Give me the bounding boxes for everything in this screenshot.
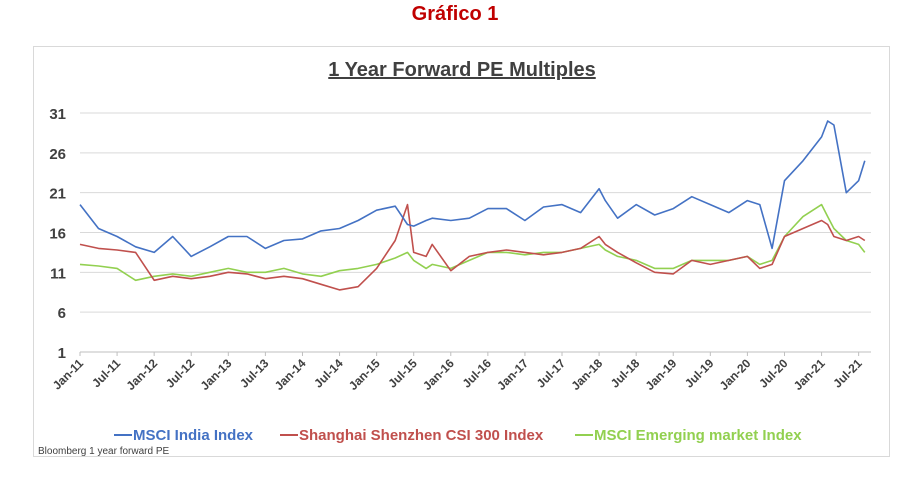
chart-title: 1 Year Forward PE Multiples (328, 59, 596, 81)
series-line (79, 203, 866, 291)
x-tick-label: Jan-16 (420, 356, 457, 393)
y-tick-label: 16 (49, 226, 66, 243)
y-tick-label: 1 (58, 345, 66, 362)
x-tick-label: Jul-18 (608, 356, 643, 391)
x-tick-label: Jan-21 (791, 356, 828, 393)
x-tick-label: Jul-16 (460, 356, 495, 391)
x-tick-label: Jan-13 (198, 356, 235, 393)
x-tick-label: Jul-20 (756, 356, 791, 391)
legend-label: Shanghai Shenzhen CSI 300 Index (299, 427, 544, 444)
x-tick-label: Jan-11 (50, 356, 87, 393)
y-tick-label: 6 (58, 305, 66, 322)
page-title: Gráfico 1 (411, 3, 499, 25)
x-tick-label: Jan-20 (717, 356, 754, 393)
y-tick-label: 31 (49, 106, 66, 123)
x-tick-label: Jan-19 (643, 356, 680, 393)
x-tick-label: Jul-12 (163, 356, 198, 391)
source-note: Bloomberg 1 year forward PE (38, 446, 170, 457)
x-tick-label: Jan-15 (346, 356, 383, 393)
x-tick-label: Jan-18 (568, 356, 605, 393)
series-line (79, 120, 866, 258)
chart-frame (33, 46, 890, 457)
x-tick-label: Jan-12 (123, 356, 160, 393)
x-tick-label: Jul-11 (89, 356, 123, 390)
x-tick-label: Jul-17 (534, 356, 569, 391)
x-tick-label: Jul-15 (385, 356, 420, 391)
x-tick-label: Jul-13 (237, 356, 272, 391)
series-line (79, 203, 866, 282)
legend-label: MSCI India Index (133, 427, 254, 444)
x-tick-label: Jan-14 (272, 356, 309, 393)
x-tick-label: Jul-19 (682, 356, 717, 391)
y-tick-label: 21 (49, 186, 66, 203)
y-tick-label: 11 (50, 265, 66, 282)
x-tick-label: Jul-14 (311, 356, 346, 391)
x-tick-label: Jul-21 (830, 356, 865, 391)
y-tick-label: 26 (49, 146, 66, 163)
legend-label: MSCI Emerging market Index (594, 427, 802, 444)
x-tick-label: Jan-17 (494, 356, 531, 393)
